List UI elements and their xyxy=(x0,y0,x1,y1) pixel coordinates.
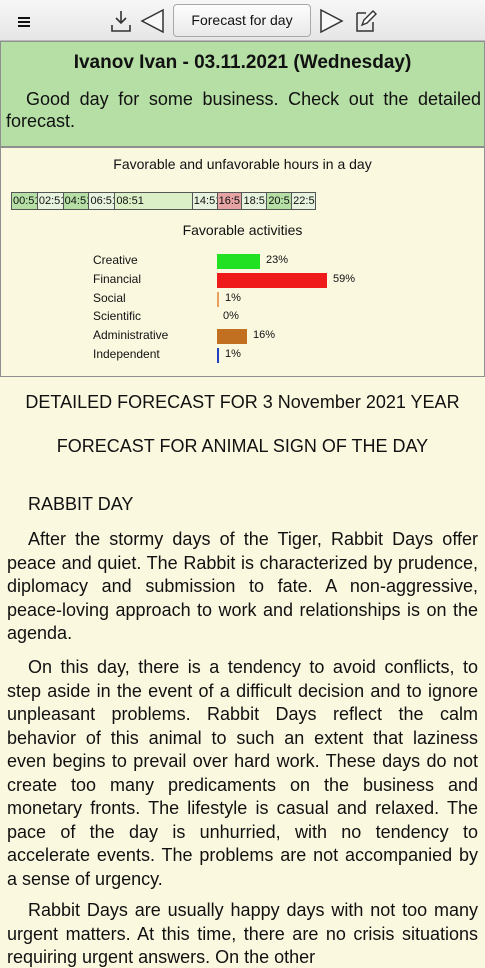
activity-bar xyxy=(217,348,219,363)
activity-bar xyxy=(217,254,260,269)
activity-label: Scientific xyxy=(93,309,142,323)
hour-segment: 20:51 xyxy=(267,193,293,209)
hour-segment: 02:51 xyxy=(37,193,64,209)
activity-percent: 0% xyxy=(223,310,239,322)
hour-segment: 06:51 xyxy=(89,193,116,209)
forecast-paragraph: After the stormy days of the Tiger, Rabb… xyxy=(7,529,478,643)
activity-label: Administrative xyxy=(93,328,169,342)
forecast-heading: DETAILED FORECAST FOR 3 November 2021 YE… xyxy=(25,392,460,412)
detailed-forecast: DETAILED FORECAST FOR 3 November 2021 YE… xyxy=(0,377,485,968)
hour-segment: 18:51 xyxy=(242,193,268,209)
activity-bar xyxy=(217,292,219,307)
activities-title: Favorable activities xyxy=(182,222,303,238)
download-icon[interactable] xyxy=(108,8,134,34)
activity-label: Social xyxy=(93,291,126,305)
forward-arrow-icon[interactable] xyxy=(317,8,345,34)
activity-label: Financial xyxy=(93,272,142,286)
activity-label: Independent xyxy=(93,347,160,361)
activity-label: Creative xyxy=(93,253,138,267)
back-arrow-icon[interactable] xyxy=(139,8,167,34)
activity-bar xyxy=(217,329,247,344)
hours-bar: 00:5102:5104:5106:5108:5114:5116:5118:51… xyxy=(11,192,316,210)
activity-percent: 59% xyxy=(333,273,356,285)
hour-segment: 00:51 xyxy=(12,193,38,209)
forecast-title-button[interactable]: Forecast for day xyxy=(173,4,311,37)
day-summary-panel: Ivanov Ivan - 03.11.2021 (Wednesday) Goo… xyxy=(0,41,485,147)
hour-segment: 14:51 xyxy=(192,193,218,209)
animal-sign-heading: FORECAST FOR ANIMAL SIGN OF THE DAY xyxy=(56,436,429,456)
edit-icon[interactable] xyxy=(352,7,378,34)
activity-percent: 23% xyxy=(266,254,289,266)
hours-title: Favorable and unfavorable hours in a day xyxy=(113,156,372,172)
animal-day-title: RABBIT DAY xyxy=(28,494,134,514)
day-summary-message: Good day for some business. Check out th… xyxy=(6,89,481,131)
activity-percent: 1% xyxy=(225,348,241,360)
menu-icon[interactable] xyxy=(14,11,34,31)
hour-segment: 16:51 xyxy=(217,193,243,209)
activity-percent: 16% xyxy=(253,329,276,341)
hours-activities-panel: Favorable and unfavorable hours in a day… xyxy=(0,147,485,377)
toolbar: Forecast for day xyxy=(0,0,485,41)
hour-segment: 04:51 xyxy=(63,193,90,209)
forecast-paragraph: Rabbit Days are usually happy days with … xyxy=(7,900,478,967)
forecast-paragraph: On this day, there is a tendency to avoi… xyxy=(7,657,478,889)
person-date-title: Ivanov Ivan - 03.11.2021 (Wednesday) xyxy=(73,52,412,73)
activity-percent: 1% xyxy=(225,292,241,304)
hour-segment: 22:51 xyxy=(292,193,315,209)
activity-bar xyxy=(217,273,327,288)
hour-segment: 08:51 xyxy=(115,193,193,209)
